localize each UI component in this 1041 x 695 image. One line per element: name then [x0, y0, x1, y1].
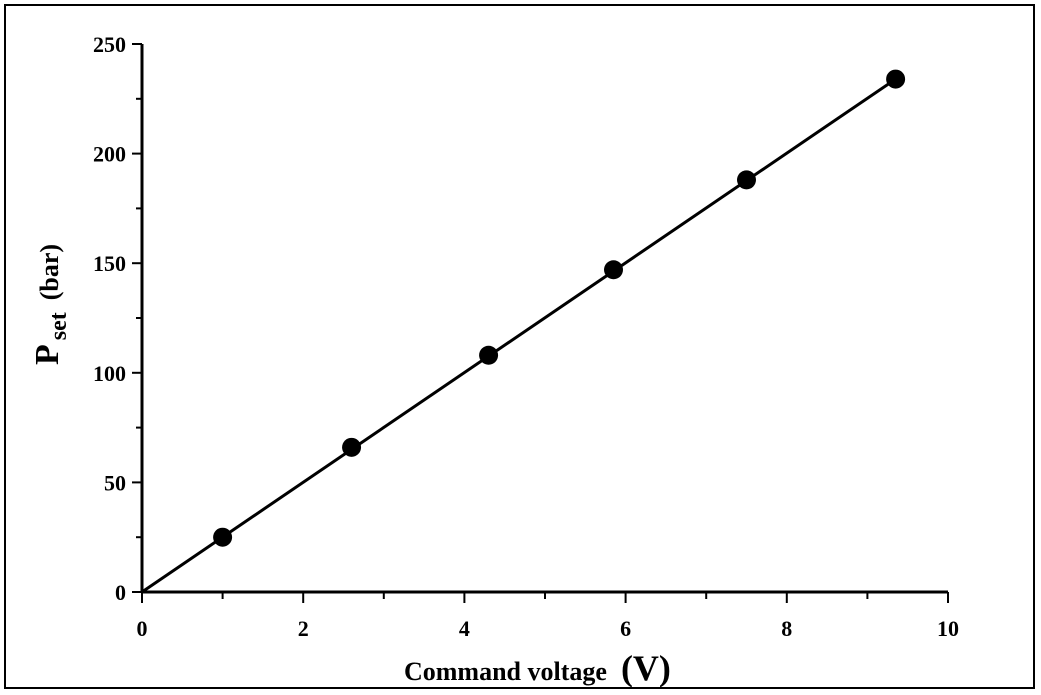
data-point — [604, 260, 624, 280]
data-point — [342, 437, 362, 457]
x-tick-label: 10 — [937, 616, 959, 641]
y-tick-label: 250 — [93, 32, 126, 57]
x-axis-title-text: Command voltage — [404, 657, 607, 686]
y-tick-label: 100 — [93, 361, 126, 386]
y-tick-label: 150 — [93, 251, 126, 276]
data-point — [479, 345, 499, 365]
x-axis-title-unit: (V) — [621, 648, 671, 688]
y-axis-title: P set (bar) — [29, 244, 72, 365]
data-point — [213, 527, 233, 547]
data-point — [886, 69, 906, 89]
chart-frame — [4, 4, 1035, 689]
y-axis-title-sub: set — [46, 312, 72, 340]
data-point — [737, 170, 756, 190]
y-tick-label: 50 — [104, 470, 126, 495]
x-tick-label: 0 — [137, 616, 148, 641]
y-axis-title-main: P — [29, 344, 66, 365]
y-axis-title-unit: (bar) — [35, 244, 64, 300]
y-tick-label: 0 — [115, 580, 126, 605]
y-tick-label: 200 — [93, 142, 126, 167]
x-tick-label: 8 — [781, 616, 792, 641]
fit-line — [141, 77, 897, 594]
x-tick-label: 2 — [298, 616, 309, 641]
plot-area — [141, 69, 906, 594]
x-tick-label: 6 — [620, 616, 631, 641]
x-axis-title: Command voltage (V) — [404, 648, 671, 688]
x-tick-label: 4 — [459, 616, 470, 641]
